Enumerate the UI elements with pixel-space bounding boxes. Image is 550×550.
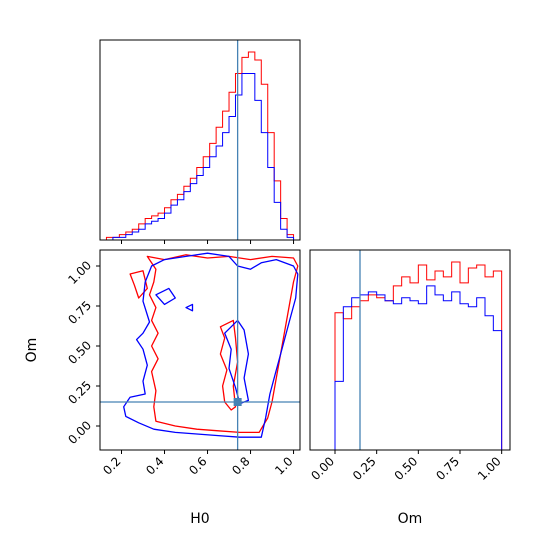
y-tick-label: 1.00 [65,258,94,287]
x-tick-label: 0.4 [143,454,166,477]
histogram-series-0 [100,51,295,240]
x-tick-label: 1.0 [272,454,295,477]
truth-marker [233,398,242,406]
y-tick-label: 0.25 [65,378,94,407]
x-tick-label: 0.75 [433,454,462,483]
hist_H0-panel [99,39,301,244]
contour-line-0-1 [219,319,239,411]
contour-line-1-4 [224,319,250,405]
hist_Om-panel: 0.00 0.25 0.50 0.75 1.00 Om [308,249,511,527]
x-axis-label: Om [398,511,423,527]
x-tick-label: 0.50 [392,454,421,483]
contour-line-1-5 [155,287,176,306]
x-tick-label: 1.00 [475,454,504,483]
axes-frame [99,39,301,241]
y-tick-label: 0.50 [65,338,94,367]
x-tick-label: 0.00 [308,454,337,483]
contour-line-1-6 [185,303,194,312]
x-tick-label: 0.2 [100,454,123,477]
y-tick-label: 0.00 [65,418,94,447]
x-axis-label: H0 [190,511,209,527]
contour-line-0-0 [146,254,299,434]
contour_H0_Om-panel: 0.2 0.4 0.6 0.8 1.0 0.00 0.25 0.50 0.75 1.00 H0 Om [24,249,301,527]
x-tick-label: 0.25 [350,454,379,483]
x-tick-label: 0.6 [186,454,209,477]
x-tick-label: 0.8 [229,454,252,477]
axes-frame [99,249,301,451]
y-tick-label: 0.75 [65,298,94,327]
histogram-series-1 [100,72,295,240]
contour-line-1-3 [123,252,299,438]
contour-line-0-2 [129,270,148,299]
axes-frame [309,249,511,451]
y-axis-label: Om [24,338,40,363]
